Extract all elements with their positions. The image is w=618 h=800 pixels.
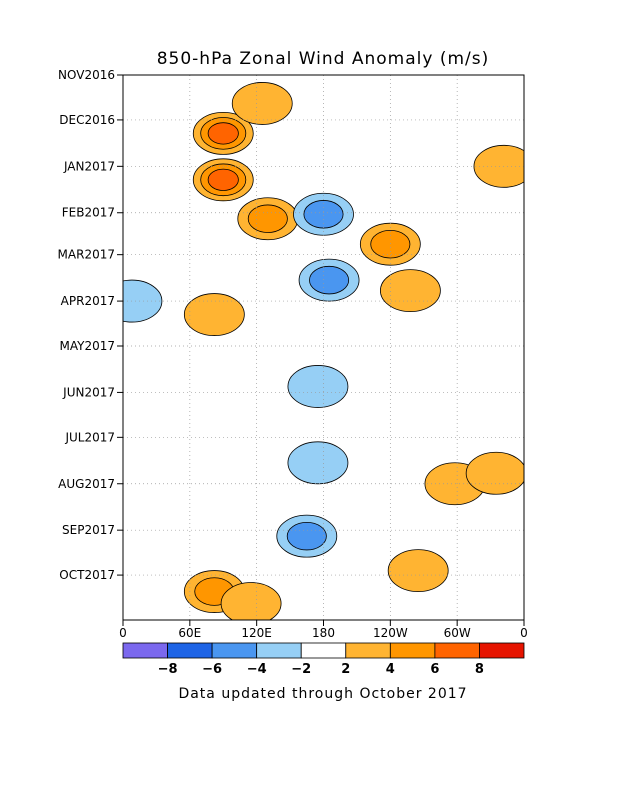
positive-anomaly xyxy=(192,158,254,202)
y-tick-label: DEC2016 xyxy=(59,113,115,127)
negative-anomaly xyxy=(287,441,349,485)
y-tick-label: SEP2017 xyxy=(62,523,115,537)
contour-fill xyxy=(183,293,245,336)
y-tick-label: MAR2017 xyxy=(58,248,115,262)
y-tick-label: JUL2017 xyxy=(64,430,115,444)
contour-fill xyxy=(473,144,524,188)
contour-fill xyxy=(286,521,327,551)
colorbar-tick-label: 8 xyxy=(475,662,484,677)
colorbar-swatch xyxy=(122,642,168,659)
contour-fill xyxy=(231,82,293,125)
colorbar-tick-label: 4 xyxy=(386,662,395,677)
anomaly-regions xyxy=(123,82,524,620)
colorbar-tick-label: −8 xyxy=(158,662,178,677)
x-tick-label: 60E xyxy=(178,626,201,640)
colorbar-swatch xyxy=(256,642,302,659)
colorbar-tick-label: 6 xyxy=(430,662,439,677)
x-axis: 0 60E 120E 180 120W 60W 0 xyxy=(119,620,528,640)
colorbar-tick-label: −2 xyxy=(291,662,311,677)
colorbar-swatch xyxy=(345,642,391,659)
x-tick-label: 120W xyxy=(373,626,408,640)
colorbar-swatch xyxy=(300,642,347,659)
colorbar-tick-label: 2 xyxy=(341,662,350,677)
positive-anomaly xyxy=(473,144,524,188)
positive-anomaly xyxy=(379,269,441,313)
y-tick-label: MAY2017 xyxy=(60,339,116,353)
contour-fill xyxy=(247,204,288,233)
colorbar-tick-label: −6 xyxy=(202,662,222,677)
contour-fill xyxy=(309,265,350,295)
colorbar-swatch xyxy=(211,642,258,659)
negative-anomaly xyxy=(298,258,360,302)
contour-fill xyxy=(207,168,239,191)
x-tick-label: 120E xyxy=(241,626,272,640)
y-tick-label: OCT2017 xyxy=(59,568,115,582)
x-tick-label: 0 xyxy=(520,626,528,640)
y-tick-label: NOV2016 xyxy=(58,68,115,82)
contour-fill xyxy=(287,441,349,485)
x-tick-label: 180 xyxy=(312,626,335,640)
colorbar-swatch xyxy=(389,642,436,659)
y-tick-label: FEB2017 xyxy=(62,206,115,220)
y-tick-label: APR2017 xyxy=(61,294,115,308)
contour-fill xyxy=(379,269,441,313)
colorbar-swatch xyxy=(479,642,525,659)
contour-fill xyxy=(287,365,349,408)
positive-anomaly xyxy=(465,451,524,495)
negative-anomaly xyxy=(123,279,163,323)
y-axis: NOV2016 DEC2016 JAN2017 FEB2017 MAR2017 APR20… xyxy=(58,68,123,582)
colorbar-swatch xyxy=(167,642,213,659)
positive-anomaly xyxy=(220,582,282,620)
colorbar: −8 −6 −4 −2 2 4 6 8 xyxy=(122,642,525,677)
y-tick-label: JAN2017 xyxy=(63,159,115,173)
contour-fill xyxy=(220,582,282,620)
contour-fill xyxy=(123,279,163,323)
x-tick-label: 0 xyxy=(119,626,127,640)
y-tick-label: JUN2017 xyxy=(62,385,115,399)
colorbar-swatch xyxy=(434,642,480,659)
positive-anomaly xyxy=(237,197,299,241)
contour-fill xyxy=(370,229,411,259)
contour-fill xyxy=(303,200,344,229)
positive-anomaly xyxy=(359,222,421,266)
plot-area xyxy=(122,74,525,621)
contour-fill xyxy=(387,549,449,592)
footnote: Data updated through October 2017 xyxy=(178,686,467,702)
colorbar-tick-label: −4 xyxy=(247,662,267,677)
y-tick-label: AUG2017 xyxy=(58,477,115,491)
grid xyxy=(123,75,524,620)
negative-anomaly xyxy=(276,514,338,558)
negative-anomaly xyxy=(287,365,349,408)
chart-title: 850-hPa Zonal Wind Anomaly (m/s) xyxy=(157,49,490,69)
positive-anomaly xyxy=(192,111,254,155)
positive-anomaly xyxy=(387,549,449,592)
contour-fill xyxy=(465,451,524,495)
contour-fill xyxy=(207,122,239,145)
positive-anomaly xyxy=(183,293,245,336)
x-tick-label: 60W xyxy=(444,626,471,640)
positive-anomaly xyxy=(231,82,293,125)
